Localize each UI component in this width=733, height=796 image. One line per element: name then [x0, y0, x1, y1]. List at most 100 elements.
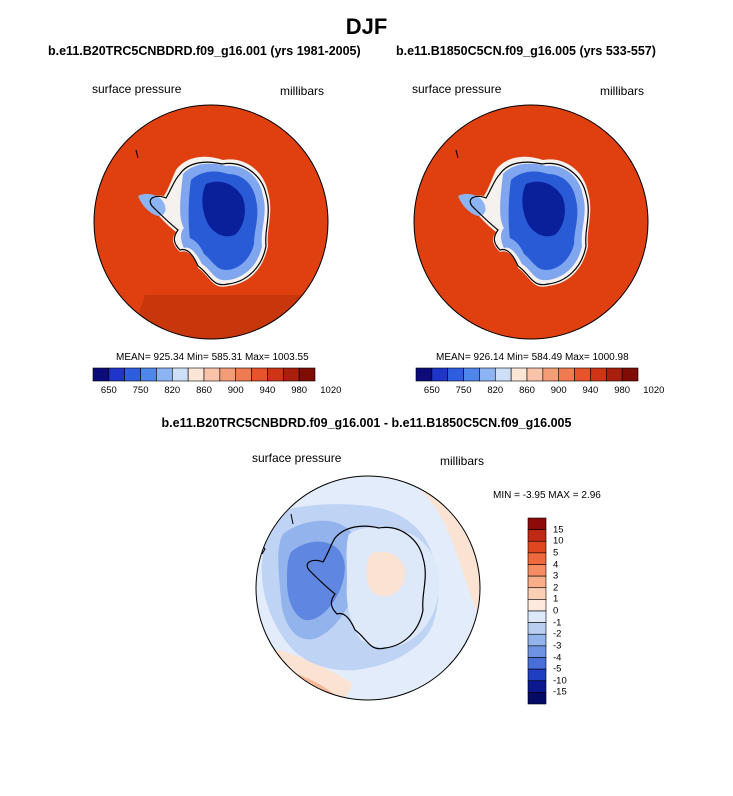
- colorbar-swatch: [527, 540, 547, 554]
- colorbar-tick-label: 15: [553, 524, 564, 536]
- panel-2-variable-label: surface pressure: [412, 82, 502, 96]
- diff-negative-strong: [287, 541, 345, 621]
- panel-2-stats: MEAN= 926.14 Min= 584.49 Max= 1000.98: [436, 352, 629, 363]
- colorbar-tick-label: 900: [550, 385, 567, 396]
- colorbar-tick-label: 650: [423, 385, 440, 396]
- page-title: DJF: [345, 14, 388, 39]
- colorbar-swatch: [140, 367, 157, 382]
- panel-1-units-label: millibars: [280, 84, 325, 98]
- diff-stats: MIN = -3.95 MAX = 2.96: [493, 490, 601, 501]
- diff-colorbar: [527, 517, 547, 705]
- difference-title: b.e11.B20TRC5CNBDRD.f09_g16.001 - b.e11.…: [161, 416, 572, 430]
- coastline: [306, 525, 426, 650]
- colorbar-swatch: [415, 367, 433, 382]
- panel-2-polar-map: [413, 104, 649, 340]
- colorbar-tick-label: 750: [455, 385, 472, 396]
- colorbar-tick-label: 820: [164, 385, 181, 396]
- colorbar-swatch: [527, 610, 547, 623]
- colorbar-tick-label: -15: [553, 686, 567, 698]
- coastline-fragment: [290, 513, 294, 525]
- colorbar-tick-label: 900: [227, 385, 244, 396]
- colorbar-tick-label: 4: [553, 559, 559, 570]
- colorbar-tick-label: -2: [553, 628, 562, 640]
- colorbar-tick-label: 980: [614, 385, 631, 396]
- colorbar-swatch: [171, 367, 189, 382]
- colorbar-swatch: [527, 529, 547, 542]
- colorbar-tick-label: 1020: [320, 385, 342, 396]
- colorbar-swatch: [527, 599, 547, 612]
- colorbar-tick-label: -1: [553, 617, 562, 629]
- colorbar-tick-label: -10: [553, 675, 567, 687]
- panel-1-variable-label: surface pressure: [92, 82, 182, 96]
- colorbar-swatch: [527, 587, 547, 600]
- colorbar-swatch: [558, 367, 575, 382]
- colorbar-swatch: [527, 575, 547, 589]
- colorbar-swatch: [251, 367, 268, 382]
- colorbar-swatch: [621, 367, 639, 382]
- map-border: [93, 104, 329, 340]
- colorbar-tick-label: 940: [582, 385, 599, 396]
- colorbar-swatch: [187, 367, 205, 382]
- colorbar-tick-label: 820: [487, 385, 504, 396]
- colorbar-tick-label: 5: [553, 547, 559, 559]
- panel-2-units-label: millibars: [600, 84, 645, 98]
- colorbar-swatch: [282, 367, 300, 382]
- diff-variable-label: surface pressure: [252, 451, 342, 465]
- map-border: [255, 475, 481, 701]
- ocean-shade: [128, 295, 323, 339]
- panel-1-colorbar-labels: 650 750 820 860 900 940 980 1020: [93, 385, 342, 399]
- difference-polar-map: [255, 475, 481, 701]
- colorbar-swatch: [510, 367, 528, 382]
- colorbar-tick-label: 0: [553, 605, 559, 617]
- antarctic-plateau-low: [522, 181, 565, 237]
- colorbar-swatch: [479, 367, 496, 382]
- antarctic-plateau-low: [202, 181, 245, 237]
- colorbar-swatch: [527, 633, 547, 647]
- colorbar-swatch: [527, 622, 547, 635]
- colorbar-swatch: [298, 367, 316, 382]
- colorbar-tick-label: 1020: [643, 385, 665, 396]
- colorbar-swatch: [526, 367, 544, 382]
- colorbar-swatch: [590, 367, 607, 382]
- colorbar-swatch: [203, 367, 221, 382]
- colorbar-tick-label: 750: [132, 385, 149, 396]
- colorbar-swatch: [527, 692, 547, 705]
- coastline: [469, 161, 589, 286]
- map-border: [413, 104, 649, 340]
- colorbar-tick-label: 860: [196, 385, 212, 396]
- colorbar-swatch: [542, 367, 560, 382]
- colorbar-tick-label: 860: [519, 385, 535, 396]
- colorbar-tick-label: 3: [553, 570, 559, 582]
- colorbar-tick-label: -3: [553, 640, 562, 652]
- colorbar-swatch: [92, 367, 110, 382]
- colorbar-swatch: [447, 367, 464, 382]
- colorbar-swatch: [108, 367, 126, 382]
- coastline-fragment: [135, 149, 139, 159]
- colorbar-swatch: [219, 367, 237, 382]
- diff-units-label: millibars: [440, 454, 485, 468]
- colorbar-swatch: [527, 668, 547, 682]
- colorbar-swatch: [431, 367, 449, 382]
- colorbar-tick-label: 2: [553, 582, 559, 594]
- colorbar-swatch: [124, 367, 141, 382]
- panel-2-colorbar: [415, 367, 639, 382]
- colorbar-swatch: [527, 645, 547, 658]
- colorbar-tick-label: 650: [100, 385, 117, 396]
- colorbar-swatch: [605, 367, 623, 382]
- colorbar-tick-label: 940: [259, 385, 276, 396]
- panel-1-case-title: b.e11.B20TRC5CNBDRD.f09_g16.001 (yrs 198…: [48, 44, 361, 58]
- panel-2-colorbar-labels: 650 750 820 860 900 940 980 1020: [416, 385, 665, 399]
- colorbar-tick-label: -5: [553, 663, 562, 675]
- colorbar-swatch: [235, 367, 252, 382]
- panel-1-stats: MEAN= 925.34 Min= 585.31 Max= 1003.55: [116, 352, 309, 363]
- colorbar-swatch: [527, 657, 547, 670]
- panel-2-case-title: b.e11.B1850C5CN.f09_g16.005 (yrs 533-557…: [396, 44, 656, 58]
- colorbar-swatch: [527, 564, 547, 577]
- diff-colorbar-labels: 15 10 5 4 3 2 1 0 -1 -2 -3 -4 -5 -10 -15: [553, 518, 583, 704]
- colorbar-swatch: [527, 680, 547, 693]
- diff-positive-plateau: [366, 551, 406, 597]
- colorbar-swatch: [494, 367, 512, 382]
- colorbar-tick-label: 1: [553, 593, 559, 605]
- colorbar-swatch: [267, 367, 284, 382]
- panel-1-polar-map: [93, 104, 329, 340]
